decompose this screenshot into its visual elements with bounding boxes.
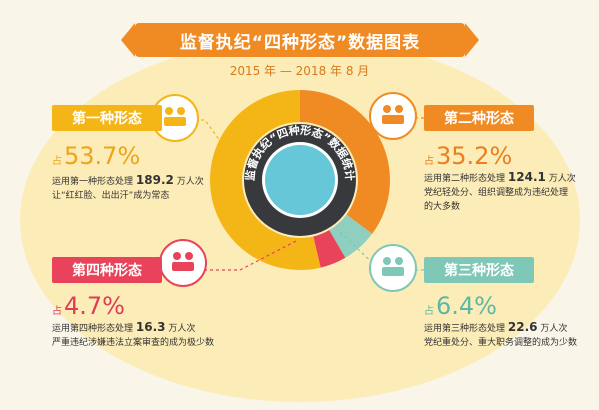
donut-segment-form-3 xyxy=(329,214,373,258)
form-1-desc-post: 万人次 xyxy=(176,177,204,187)
form-3-percent-value: 6.4% xyxy=(436,292,497,320)
donut-chart: 监督执纪“四种形态”数据统计 xyxy=(210,90,390,270)
form-3-label: 第三种形态 xyxy=(424,257,534,283)
form-1-description: 运用第一种形态处理 189.2 万人次 让“红红脸、出出汗”成为常态 xyxy=(52,173,204,203)
form-2-percent-value: 35.2% xyxy=(436,142,513,170)
donut-segment-form-2 xyxy=(300,90,390,234)
form-2-percent-prefix: 占 xyxy=(424,156,434,167)
form-3-description: 运用第三种形态处理 22.6 万人次 党纪重处分、重大职务调整的成为少数 xyxy=(424,320,577,350)
form-3-count: 22.6 xyxy=(507,320,538,334)
form-4-label: 第四种形态 xyxy=(52,257,162,283)
form-2-percent: 占35.2% xyxy=(424,144,512,174)
form-1-desc-line2: 让“红红脸、出出汗”成为常态 xyxy=(52,191,170,201)
form-4-percent-prefix: 占 xyxy=(52,306,62,317)
form-1-count: 189.2 xyxy=(135,173,174,187)
form-2-desc-post: 万人次 xyxy=(548,174,576,184)
date-range-subtitle: 2015 年 — 2018 年 8 月 xyxy=(229,64,370,78)
form-2-description: 运用第二种形态处理 124.1 万人次 党纪轻处分、组织调整成为违纪处理 的大多… xyxy=(424,170,576,214)
form-4-desc-pre: 运用第四种形态处理 xyxy=(52,324,134,334)
form-1-desc-pre: 运用第一种形态处理 xyxy=(52,177,134,187)
form-2-desc-line3: 的大多数 xyxy=(424,202,461,212)
form-2-label: 第二种形态 xyxy=(424,105,534,131)
tribunal-icon xyxy=(159,239,207,287)
form-4-description: 运用第四种形态处理 16.3 万人次 严重违纪涉嫌违法立案审查的成为极少数 xyxy=(52,320,214,350)
form-3-desc-pre: 运用第三种形态处理 xyxy=(424,324,506,334)
form-3-desc-line2: 党纪重处分、重大职务调整的成为少数 xyxy=(424,338,578,348)
form-2-desc-pre: 运用第二种形态处理 xyxy=(424,174,506,184)
form-1-percent-value: 53.7% xyxy=(64,142,141,170)
form-4-percent-value: 4.7% xyxy=(64,292,125,320)
form-1-percent: 占53.7% xyxy=(52,144,140,174)
form-3-desc-post: 万人次 xyxy=(540,324,568,334)
donut-segment-form-4 xyxy=(313,230,346,268)
form-icons xyxy=(151,92,417,292)
form-2-desc-line2: 党纪轻处分、组织调整成为违纪处理 xyxy=(424,188,569,198)
document-search-icon xyxy=(369,92,417,140)
form-3-percent-prefix: 占 xyxy=(424,306,434,317)
page-title: 监督执纪“四种形态”数据图表 xyxy=(121,23,479,57)
form-1-label: 第一种形态 xyxy=(52,105,162,131)
center-circle xyxy=(265,145,335,215)
form-4-desc-line2: 严重违纪涉嫌违法立案审查的成为极少数 xyxy=(52,338,215,348)
form-3-percent: 占6.4% xyxy=(424,294,497,324)
form-4-percent: 占4.7% xyxy=(52,294,125,324)
form-1-percent-prefix: 占 xyxy=(52,156,62,167)
form-2-count: 124.1 xyxy=(507,170,546,184)
people-cycle-icon xyxy=(369,244,417,292)
form-4-desc-post: 万人次 xyxy=(168,324,196,334)
donut-segment-form-1 xyxy=(210,90,321,270)
form-4-count: 16.3 xyxy=(135,320,166,334)
